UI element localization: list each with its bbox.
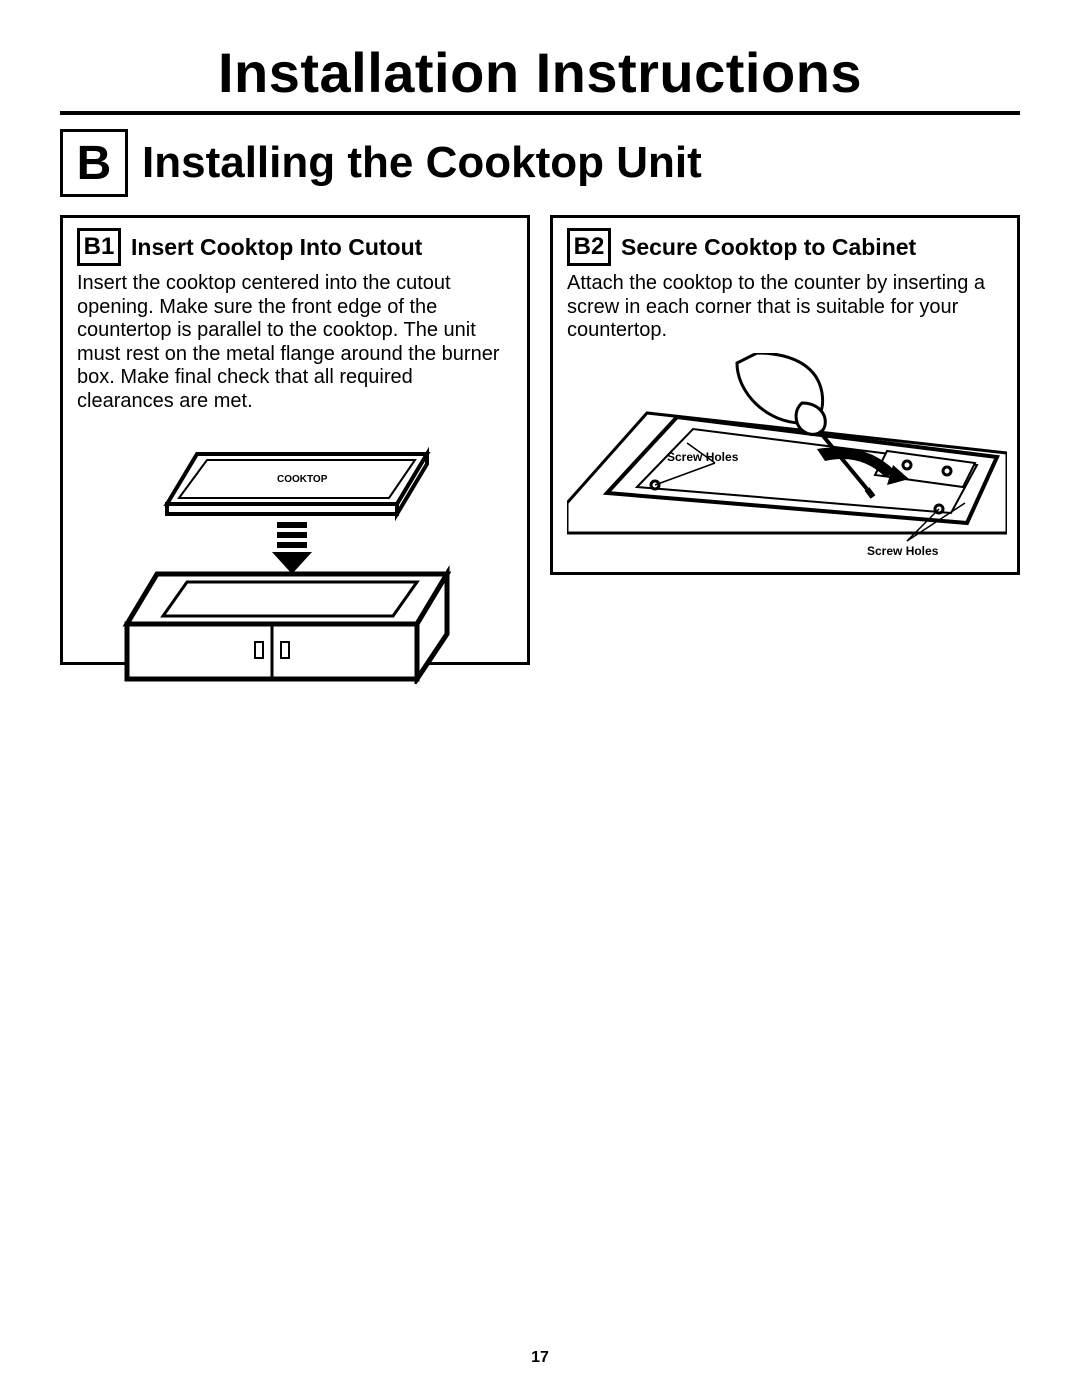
step-id-box: B2 [567,228,611,266]
figure-label-screw-holes-right: Screw Holes [867,544,939,558]
step-body: Insert the cooktop centered into the cut… [77,272,513,414]
section-title: Installing the Cooktop Unit [142,138,702,188]
section-letter-box: B [60,129,128,197]
step-title: Insert Cooktop Into Cutout [131,234,422,261]
step-id: B1 [84,233,115,261]
step-header-b2: B2 Secure Cooktop to Cabinet [567,228,1003,266]
figure-b2: Screw Holes Screw Holes [567,353,1003,588]
panels-row: B1 Insert Cooktop Into Cutout Insert the… [60,215,1020,665]
step-id: B2 [574,233,605,261]
figure-b1: COOKTOP [77,424,513,689]
section-letter: B [77,136,112,191]
step-body: Attach the cooktop to the counter by ins… [567,272,1003,343]
page-number: 17 [0,1349,1080,1367]
step-id-box: B1 [77,228,121,266]
figure-label-screw-holes-left: Screw Holes [667,450,739,464]
page: Installation Instructions B Installing t… [0,0,1080,1397]
panel-b2: B2 Secure Cooktop to Cabinet Attach the … [550,215,1020,575]
figure-label-cooktop: COOKTOP [277,474,328,485]
panel-b1: B1 Insert Cooktop Into Cutout Insert the… [60,215,530,665]
page-title: Installation Instructions [60,40,1020,115]
step-title: Secure Cooktop to Cabinet [621,234,916,261]
section-header: B Installing the Cooktop Unit [60,129,1020,197]
step-header-b1: B1 Insert Cooktop Into Cutout [77,228,513,266]
